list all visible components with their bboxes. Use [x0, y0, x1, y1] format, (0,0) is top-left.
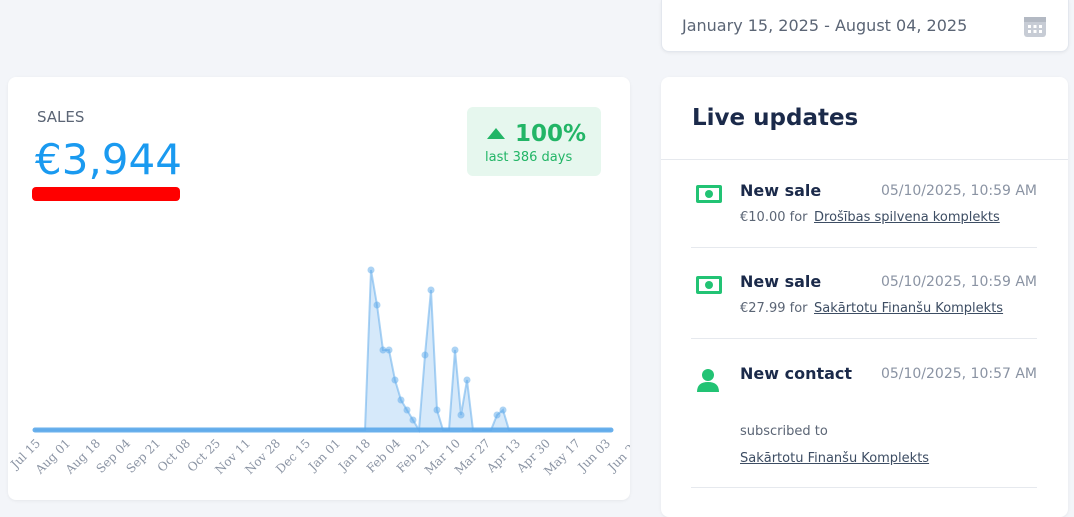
data-point [493, 411, 501, 419]
data-point [433, 406, 441, 414]
data-point [397, 396, 405, 404]
icon [697, 369, 719, 392]
change-badge: 100% last 386 days [467, 107, 601, 176]
data-point [391, 376, 399, 384]
money-icon [696, 185, 722, 207]
update-time: 05/10/2025, 10:59 AM [880, 274, 1037, 290]
update-time: 05/10/2025, 10:59 AM [880, 183, 1037, 199]
date-range: January 15, 2025 - August 04, 2025 [682, 16, 968, 35]
area [35, 270, 611, 430]
update-time: 05/10/2025, 10:57 AM [880, 366, 1037, 382]
divider [691, 338, 1037, 339]
highlight-underline [32, 187, 180, 201]
change-value: 100% [515, 121, 587, 147]
update-title: New sale [740, 272, 822, 291]
x-tick-label: Apr 13 [483, 436, 523, 476]
product-link[interactable]: Sakārtotu Finanšu Komplekts [814, 301, 1004, 316]
live-updates-title: Live updates [692, 105, 859, 131]
sales-value: €3,944 [35, 135, 182, 184]
change-period: last 386 days [485, 150, 573, 165]
data-point [367, 266, 375, 274]
x-tick-label: Jun 03 [574, 436, 613, 475]
line [35, 269, 611, 434]
divider [691, 247, 1037, 248]
page: {"date_range":"January 15, 2025 - August… [8, 0, 1069, 517]
data-point [499, 406, 507, 414]
update-title: New sale [740, 181, 822, 200]
update-prefix: subscribed to [740, 424, 828, 439]
contact-icon [696, 368, 720, 396]
divider [691, 487, 1037, 488]
divider [661, 159, 1068, 160]
data-point [403, 406, 411, 414]
data-point [463, 376, 471, 384]
update-title: New contact [740, 364, 853, 383]
up-arrow [487, 128, 505, 139]
live-updates-card: Live updates New sale 05/10/2025, 10:59 A… [661, 77, 1068, 517]
data-point [457, 411, 465, 419]
icon [696, 276, 722, 294]
product-link[interactable]: Drošības spilvena komplekts [814, 210, 1000, 225]
update-prefix: €27.99 for [740, 301, 808, 316]
date-picker[interactable]: January 15, 2025 - August 04, 2025 [661, 0, 1069, 52]
data-point [451, 346, 459, 354]
update-prefix: €10.00 for [740, 210, 808, 225]
data-point [409, 416, 417, 424]
x-tick-label: Sep 21 [123, 436, 163, 476]
money-icon [696, 276, 722, 298]
data-point [373, 301, 381, 309]
sales-card: SALES €3,944 100% last 386 days Jul 15 Au… [8, 77, 630, 500]
data-point [421, 351, 429, 359]
icon [696, 185, 722, 203]
data-point [427, 286, 435, 294]
x-tick-label: Jan 01 [304, 436, 343, 475]
data-point [379, 346, 387, 354]
data-point [385, 346, 393, 354]
sales-label: SALES [37, 108, 85, 126]
calendar-icon [1024, 17, 1046, 37]
product-link[interactable]: Sakārtotu Finanšu Komplekts [740, 451, 930, 466]
